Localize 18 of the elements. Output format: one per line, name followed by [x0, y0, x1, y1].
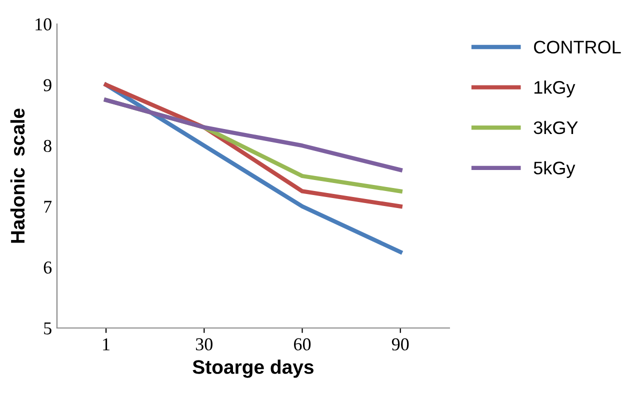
- y-tick-label: 9: [44, 79, 52, 92]
- legend-label: 5kGy: [534, 161, 576, 178]
- line-series: [104, 98, 402, 172]
- y-tick-label: 5: [44, 322, 52, 334]
- legend-label: CONTROL: [534, 40, 621, 54]
- x-tick-label: 30: [196, 338, 212, 350]
- y-tick-label: 6: [44, 262, 52, 274]
- legend-label: 3kGY: [534, 120, 578, 134]
- y-tick-label: 7: [44, 200, 52, 213]
- x-tick-label: 90: [392, 338, 409, 350]
- y-tick-label: 8: [44, 140, 52, 152]
- y-tick-label: 10: [36, 18, 52, 30]
- legend-label: 1kGy: [534, 80, 576, 98]
- x-tick-label: 60: [294, 338, 311, 350]
- x-axis-title: Stoarge days: [192, 360, 314, 378]
- y-axis-title: Hadonic scale: [10, 108, 25, 243]
- line-series: [104, 82, 402, 254]
- x-tick-label: 1: [103, 338, 110, 350]
